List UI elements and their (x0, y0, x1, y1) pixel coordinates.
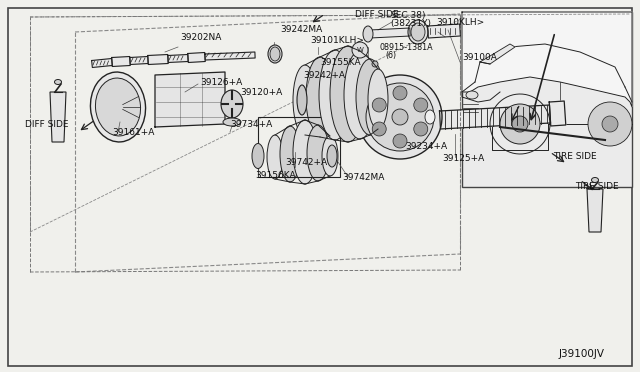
Ellipse shape (344, 51, 376, 139)
Ellipse shape (466, 91, 478, 99)
Ellipse shape (90, 72, 145, 142)
Text: TIRE SIDE: TIRE SIDE (575, 182, 619, 190)
Text: 39734+A: 39734+A (230, 119, 272, 128)
Text: 39742+A: 39742+A (285, 157, 327, 167)
Ellipse shape (368, 69, 388, 129)
Bar (462, 12, 632, 187)
Polygon shape (188, 52, 205, 62)
Polygon shape (155, 72, 225, 127)
Text: 39202NA: 39202NA (180, 32, 221, 42)
Text: 08915-1381A: 08915-1381A (380, 42, 434, 51)
Circle shape (393, 86, 407, 100)
Text: 39242MA: 39242MA (280, 25, 323, 33)
Ellipse shape (322, 136, 338, 176)
Ellipse shape (293, 65, 317, 135)
Polygon shape (168, 55, 188, 62)
Ellipse shape (425, 110, 435, 124)
Circle shape (602, 116, 618, 132)
Text: 39242+A: 39242+A (303, 71, 345, 80)
Circle shape (372, 122, 386, 136)
Text: 3910KLH>: 3910KLH> (436, 17, 484, 26)
Polygon shape (50, 92, 66, 142)
Ellipse shape (293, 120, 317, 184)
Text: 39161+A: 39161+A (112, 128, 154, 137)
Text: SEC.38): SEC.38) (390, 10, 426, 19)
Text: (6): (6) (385, 51, 396, 60)
Ellipse shape (223, 118, 241, 126)
Circle shape (352, 42, 368, 58)
Circle shape (393, 134, 407, 148)
Text: TIRE SIDE: TIRE SIDE (553, 151, 596, 160)
Circle shape (358, 75, 442, 159)
Bar (258, 117, 340, 177)
Ellipse shape (280, 126, 300, 182)
Text: W: W (356, 47, 364, 53)
Ellipse shape (270, 47, 280, 61)
Ellipse shape (591, 177, 598, 183)
Circle shape (414, 122, 428, 136)
Polygon shape (130, 57, 148, 64)
Polygon shape (462, 12, 632, 107)
Circle shape (588, 102, 632, 146)
Text: (38231Y): (38231Y) (390, 19, 431, 28)
Text: 39742MA: 39742MA (342, 173, 385, 182)
Polygon shape (587, 189, 603, 232)
Text: 39234+A: 39234+A (405, 141, 447, 151)
Polygon shape (92, 58, 113, 67)
Ellipse shape (372, 61, 378, 67)
Ellipse shape (330, 46, 366, 142)
Ellipse shape (297, 85, 307, 115)
Ellipse shape (356, 59, 384, 135)
Text: 39100A: 39100A (462, 52, 497, 61)
Ellipse shape (411, 23, 425, 41)
Ellipse shape (408, 20, 428, 44)
Text: 39155KA: 39155KA (320, 58, 360, 67)
Text: J39100JV: J39100JV (559, 349, 605, 359)
Polygon shape (205, 52, 255, 60)
Ellipse shape (306, 57, 334, 137)
Polygon shape (549, 101, 566, 126)
Ellipse shape (95, 78, 141, 136)
Ellipse shape (252, 144, 264, 169)
Circle shape (414, 98, 428, 112)
Text: 39120+A: 39120+A (240, 87, 282, 96)
Ellipse shape (327, 145, 337, 167)
Ellipse shape (268, 45, 282, 63)
Polygon shape (440, 105, 550, 129)
Ellipse shape (319, 50, 351, 140)
Ellipse shape (267, 135, 283, 179)
Text: 39101KLH>: 39101KLH> (310, 35, 364, 45)
Circle shape (500, 104, 540, 144)
Polygon shape (148, 55, 168, 64)
Text: DIFF SIDE: DIFF SIDE (25, 119, 68, 128)
Polygon shape (112, 57, 131, 67)
Circle shape (512, 116, 528, 132)
Ellipse shape (307, 125, 329, 181)
Text: 39126+A: 39126+A (200, 77, 243, 87)
Text: 39156KA: 39156KA (255, 170, 296, 180)
Polygon shape (370, 28, 410, 38)
Text: DIFF SIDE: DIFF SIDE (355, 10, 399, 19)
Polygon shape (480, 44, 515, 64)
Ellipse shape (54, 80, 61, 84)
Ellipse shape (221, 90, 243, 118)
Circle shape (392, 109, 408, 125)
Circle shape (366, 83, 434, 151)
Text: 39125+A: 39125+A (442, 154, 484, 163)
Polygon shape (428, 24, 460, 38)
Circle shape (372, 98, 386, 112)
Ellipse shape (363, 26, 373, 42)
